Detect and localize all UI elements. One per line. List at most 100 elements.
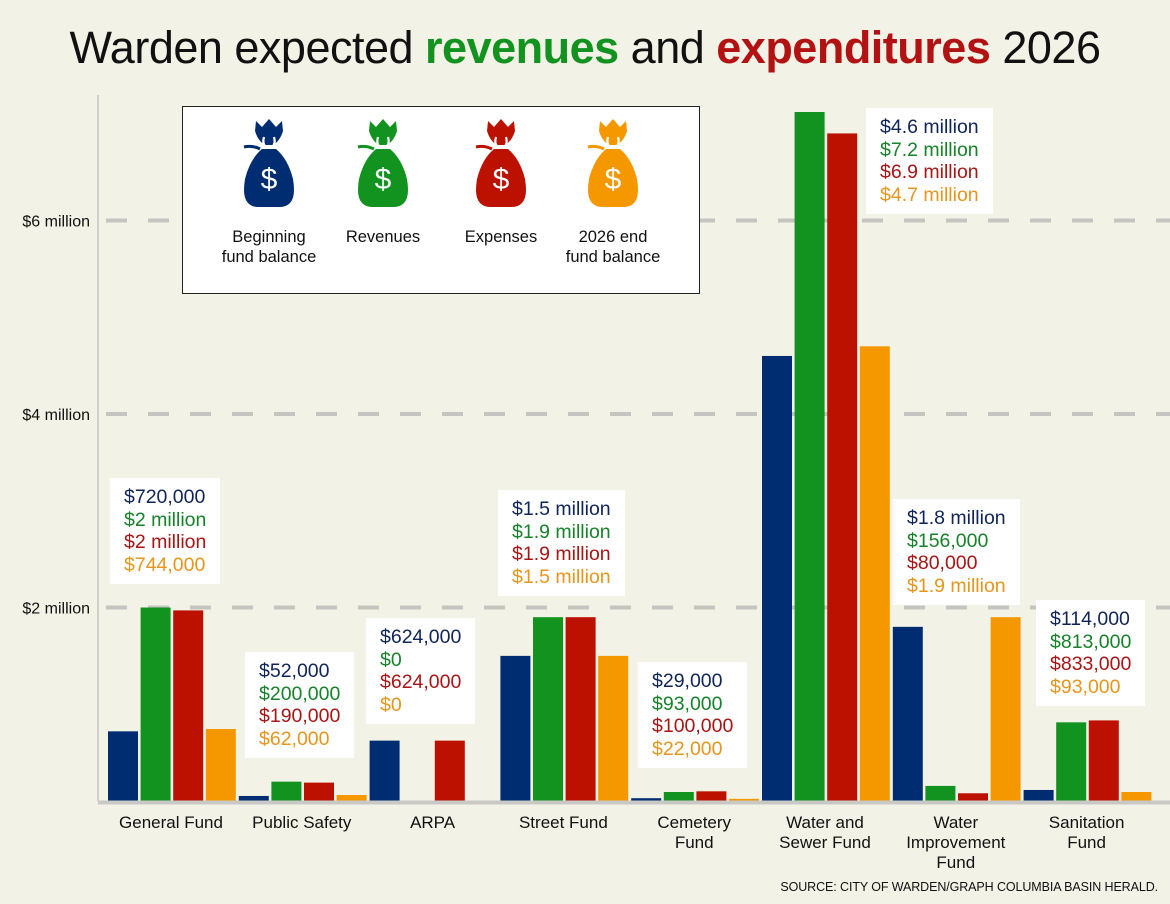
x-tick-label: Sanitation Fund [1022,813,1152,853]
bar-end [205,729,236,801]
title-text: and [618,22,717,73]
x-tick-label-line: Fund [936,853,976,872]
value-label-box: $1.8 million $156,000 $80,000 $1.9 million [893,499,1020,605]
value-label-expenses: $190,000 [259,705,341,727]
title-year: 2026 [990,22,1101,73]
bar-end [336,795,367,801]
value-label-expenses: $624,000 [380,671,462,693]
bar-end [1121,792,1152,801]
bar-beginning [762,355,792,801]
bar-end [859,346,890,801]
bar-beginning [369,740,400,801]
value-label-end: $93,000 [1050,675,1121,698]
bar-beginning [500,655,531,801]
value-label-revenues: $200,000 [259,682,341,705]
value-label-expenses: $6.9 million [880,161,979,183]
legend: $ Beginning fund balance $ Revenues $ Expenses… [182,106,700,294]
x-tick-label-line: Fund [674,833,714,852]
value-label-beginning: $1.8 million [907,507,1006,529]
value-label-end: $1.9 million [907,574,1006,597]
value-label-beginning: $4.6 million [880,116,979,138]
value-label-expenses: $100,000 [652,715,734,737]
value-label-expenses: $1.9 million [512,543,611,565]
svg-text:$: $ [375,163,392,196]
bar-expenses [696,791,727,801]
legend-label: Revenues [323,227,443,247]
bar-expenses [958,793,988,801]
source-note: SOURCE: CITY OF WARDEN/GRAPH COLUMBIA BA… [780,880,1158,894]
x-tick-label: ARPA [368,813,498,833]
x-tick-label-line: Water and [786,813,864,832]
bar-revenues [533,617,563,801]
x-tick-label: Water and Sewer Fund [760,813,890,853]
legend-label-line: Revenues [345,228,421,246]
value-label-end: $744,000 [124,553,206,576]
value-label-expenses: $833,000 [1050,653,1132,675]
x-tick-label-line: Street Fund [518,813,608,832]
value-label-beginning: $52,000 [259,660,330,682]
value-label-revenues: $7.2 million [880,138,979,161]
x-tick-label-line: Cemetery [657,813,732,832]
value-label-revenues: $1.9 million [512,520,611,543]
value-label-revenues: $93,000 [652,692,723,715]
bar-beginning [631,798,662,801]
legend-label: 2026 end fund balance [553,227,673,267]
bar-revenues [794,112,825,801]
svg-text:$: $ [261,163,278,196]
x-tick-label-line: Water [933,813,979,832]
title-text: Warden expected [69,22,426,73]
bar-revenues [271,781,302,801]
legend-label-line: 2026 end [578,228,648,246]
value-label-box: $114,000 $813,000 $833,000 $93,000 [1036,600,1146,706]
svg-text:$: $ [493,163,510,196]
x-tick-label-line: Improvement [906,833,1006,852]
bar-expenses [565,617,596,801]
legend-item: $2026 end fund balance [553,117,673,267]
bar-expenses [304,782,334,801]
value-label-end: $22,000 [652,737,723,760]
legend-label-line: fund balance [565,248,661,266]
value-label-end: $62,000 [259,727,330,750]
title-revenues: revenues [425,22,619,73]
bar-beginning [108,731,138,801]
value-label-revenues: $2 million [124,508,207,531]
x-tick-label: Water Improvement Fund [891,813,1021,873]
bar-expenses [1088,720,1119,801]
x-tick-label-line: General Fund [119,813,223,832]
legend-label-line: Expenses [464,228,538,246]
x-tick-label: Public Safety [237,813,367,833]
value-label-expenses: $80,000 [907,552,978,574]
bar-revenues [663,792,694,801]
x-tick-label: General Fund [106,813,236,833]
value-label-beginning: $1.5 million [512,498,611,520]
value-label-revenues: $0 [380,648,402,671]
legend-item: $ Revenues [323,117,443,247]
y-tick-label: $6 million [22,214,90,231]
bar-end [990,617,1021,801]
value-label-beginning: $720,000 [124,486,206,508]
value-label-beginning: $29,000 [652,670,723,692]
x-tick-label-line: Sanitation [1048,813,1125,832]
value-label-box: $1.5 million $1.9 million $1.9 million $1.5… [498,490,625,596]
money-bag-icon: $ [587,119,638,207]
bar-revenues [925,785,956,801]
value-label-box: $624,000 $0 $624,000 $0 [366,618,476,724]
x-tick-label-line: ARPA [410,813,456,832]
value-label-beginning: $114,000 [1050,608,1130,630]
value-label-box: $720,000 $2 million $2 million $744,000 [110,478,221,584]
bar-beginning [892,626,923,801]
bar-beginning [1023,789,1054,801]
legend-label-line: Beginning [232,228,306,246]
x-tick-label-line: Sewer Fund [779,833,871,852]
legend-label: Beginning fund balance [209,227,329,267]
bar-revenues [140,607,171,801]
legend-label-line: fund balance [221,248,317,266]
legend-item: $ Beginning fund balance [209,117,329,267]
y-tick-label: $4 million [22,407,90,424]
legend-label: Expenses [441,227,561,247]
bar-revenues [1056,722,1087,801]
value-label-revenues: $156,000 [907,529,989,552]
money-bag-icon: $ [475,119,526,207]
value-label-end: $0 [380,693,402,716]
